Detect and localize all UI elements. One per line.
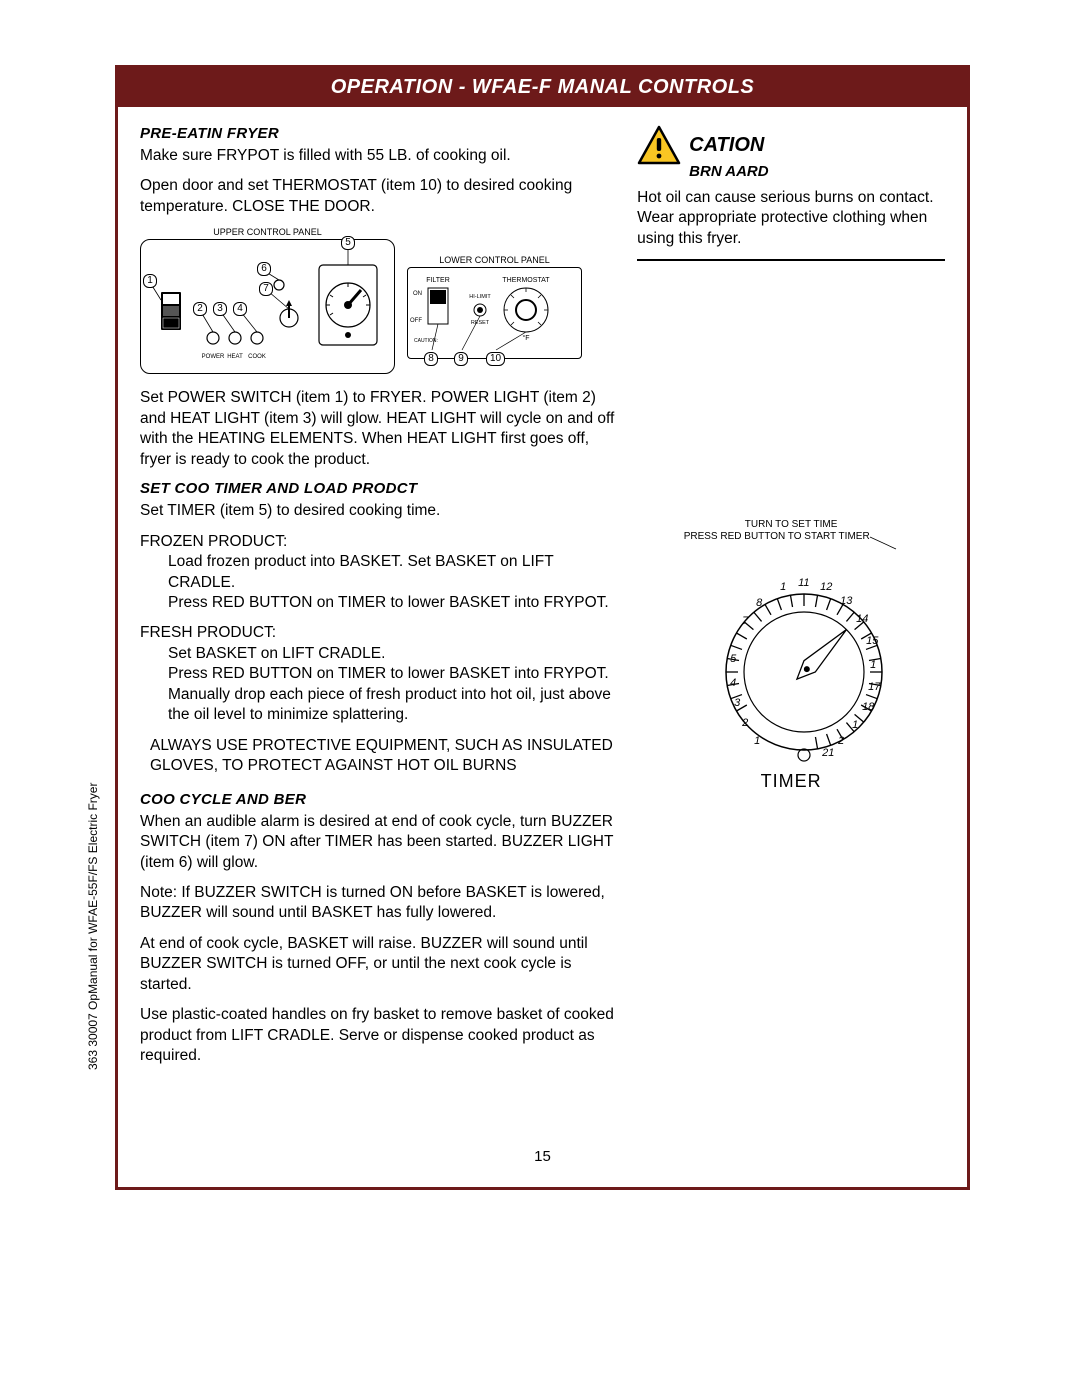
frozen-step2: Press RED BUTTON on TIMER to lower BASKE… <box>168 593 617 613</box>
timer-diagram: TURN TO SET TIME PRESS RED BUTTON TO STA… <box>637 289 945 792</box>
para-set-timer: Set TIMER (item 5) to desired cooking ti… <box>140 501 617 521</box>
dial-number: 2 <box>838 735 844 747</box>
panel-diagrams: UPPER CONTROL PANEL <box>140 227 617 374</box>
dial-number: 5 <box>730 653 736 665</box>
svg-text:RESET: RESET <box>471 320 490 326</box>
timer-dial-svg <box>686 557 896 767</box>
caution-header: CATION <box>637 125 945 165</box>
callout-1: 1 <box>143 274 157 288</box>
frozen-product-label: FROZEN PRODUCT: <box>140 532 617 552</box>
svg-text:°F: °F <box>522 334 529 342</box>
heading-preheat: PRE-EATIN FRYER <box>140 125 617 142</box>
timer-instructions: TURN TO SET TIME PRESS RED BUTTON TO STA… <box>637 519 945 551</box>
right-column: CATION BRN AARD Hot oil can cause seriou… <box>637 125 945 1077</box>
page-frame: OPERATION - WFAE-F MANAL CONTROLS PRE-EA… <box>115 65 970 1190</box>
callout-10: 10 <box>486 352 505 366</box>
side-doc-id: 363 30007 OpManual for WFAE-55F/FS Elect… <box>86 783 100 1070</box>
para-thermostat: Open door and set THERMOSTAT (item 10) t… <box>140 176 617 217</box>
svg-text:HI-LIMIT: HI-LIMIT <box>469 294 491 300</box>
pointer-line-icon <box>868 531 898 551</box>
lower-panel-label: LOWER CONTROL PANEL <box>407 255 582 265</box>
dial-number: 17 <box>868 681 880 693</box>
fresh-step1: Set BASKET on LIFT CRADLE. <box>168 644 617 664</box>
para-fill-oil: Make sure FRYPOT is filled with 55 LB. o… <box>140 146 617 166</box>
heading-set-timer: SET COO TIMER AND LOAD PRODCT <box>140 480 617 497</box>
dial-number: 18 <box>862 701 874 713</box>
dial-number: 21 <box>822 747 834 759</box>
heading-cook-cycle: COO CYCLE AND BER <box>140 791 617 808</box>
svg-text:ON: ON <box>413 291 422 297</box>
dial-number: 4 <box>730 677 736 689</box>
upper-panel-svg: POWER HEAT COOK <box>141 240 396 375</box>
svg-text:FILTER: FILTER <box>426 277 450 284</box>
svg-text:HEAT: HEAT <box>227 354 243 360</box>
callout-5: 5 <box>341 236 355 250</box>
dial-number: 11 <box>798 577 809 589</box>
callout-7: 7 <box>259 282 273 296</box>
burn-hazard-label: BRN AARD <box>689 163 945 180</box>
fresh-product-label: FRESH PRODUCT: <box>140 623 617 643</box>
page-number: 15 <box>534 1148 551 1165</box>
callout-2: 2 <box>193 302 207 316</box>
callout-8: 8 <box>424 352 438 366</box>
dial-number: 7 <box>742 615 748 627</box>
dial-number: 15 <box>866 635 878 647</box>
para-buzzer-note: Note: If BUZZER SWITCH is turned ON befo… <box>140 883 617 924</box>
dial-number: 14 <box>856 613 868 625</box>
upper-panel-box: POWER HEAT COOK 1 2 3 4 5 6 7 <box>140 239 395 374</box>
left-column: PRE-EATIN FRYER Make sure FRYPOT is fill… <box>140 125 617 1077</box>
fresh-step2: Press RED BUTTON on TIMER to lower BASKE… <box>168 664 617 725</box>
callout-3: 3 <box>213 302 227 316</box>
para-remove-basket: Use plastic-coated handles on fry basket… <box>140 1005 617 1066</box>
caution-body: Hot oil can cause serious burns on conta… <box>637 188 945 249</box>
para-end-cycle: At end of cook cycle, BASKET will raise.… <box>140 934 617 995</box>
caution-title: CATION <box>689 134 764 157</box>
frozen-step1: Load frozen product into BASKET. Set BAS… <box>168 552 617 593</box>
svg-text:OFF: OFF <box>410 318 422 324</box>
dial-number: 12 <box>820 581 832 593</box>
upper-control-panel: UPPER CONTROL PANEL <box>140 227 395 374</box>
para-buzzer-switch: When an audible alarm is desired at end … <box>140 812 617 873</box>
content-area: PRE-EATIN FRYER Make sure FRYPOT is fill… <box>118 107 967 1087</box>
caution-icon <box>637 125 681 165</box>
lower-panel-svg: FILTER THERMOSTAT ON OFF HI-LIMIT RESET <box>408 268 583 360</box>
dial-number: 1 <box>754 735 760 747</box>
dial-number: 2 <box>742 717 748 729</box>
divider <box>637 259 945 261</box>
callout-6: 6 <box>257 262 271 276</box>
dial-number: 3 <box>734 697 740 709</box>
upper-panel-label: UPPER CONTROL PANEL <box>140 227 395 237</box>
callout-4: 4 <box>233 302 247 316</box>
lower-control-panel: LOWER CONTROL PANEL FILTER THERMOSTAT ON… <box>407 227 582 359</box>
dial-number: 1 <box>780 581 786 593</box>
dial-number: 8 <box>756 597 762 609</box>
para-power-switch: Set POWER SWITCH (item 1) to FRYER. POWE… <box>140 388 617 470</box>
lower-panel-box: FILTER THERMOSTAT ON OFF HI-LIMIT RESET <box>407 267 582 359</box>
title-bar: OPERATION - WFAE-F MANAL CONTROLS <box>118 68 967 107</box>
callout-9: 9 <box>454 352 468 366</box>
dial-number: 1 <box>852 719 858 731</box>
dial-number: 13 <box>840 595 852 607</box>
svg-text:POWER: POWER <box>202 354 225 360</box>
timer-dial: 123457811112131415117181221 <box>686 557 896 767</box>
svg-text:COOK: COOK <box>248 354 266 360</box>
svg-text:THERMOSTAT: THERMOSTAT <box>502 277 550 284</box>
protective-warning: ALWAYS USE PROTECTIVE EQUIPMENT, SUCH AS… <box>150 736 617 777</box>
timer-label: TIMER <box>637 771 945 792</box>
dial-number: 1 <box>870 659 876 671</box>
